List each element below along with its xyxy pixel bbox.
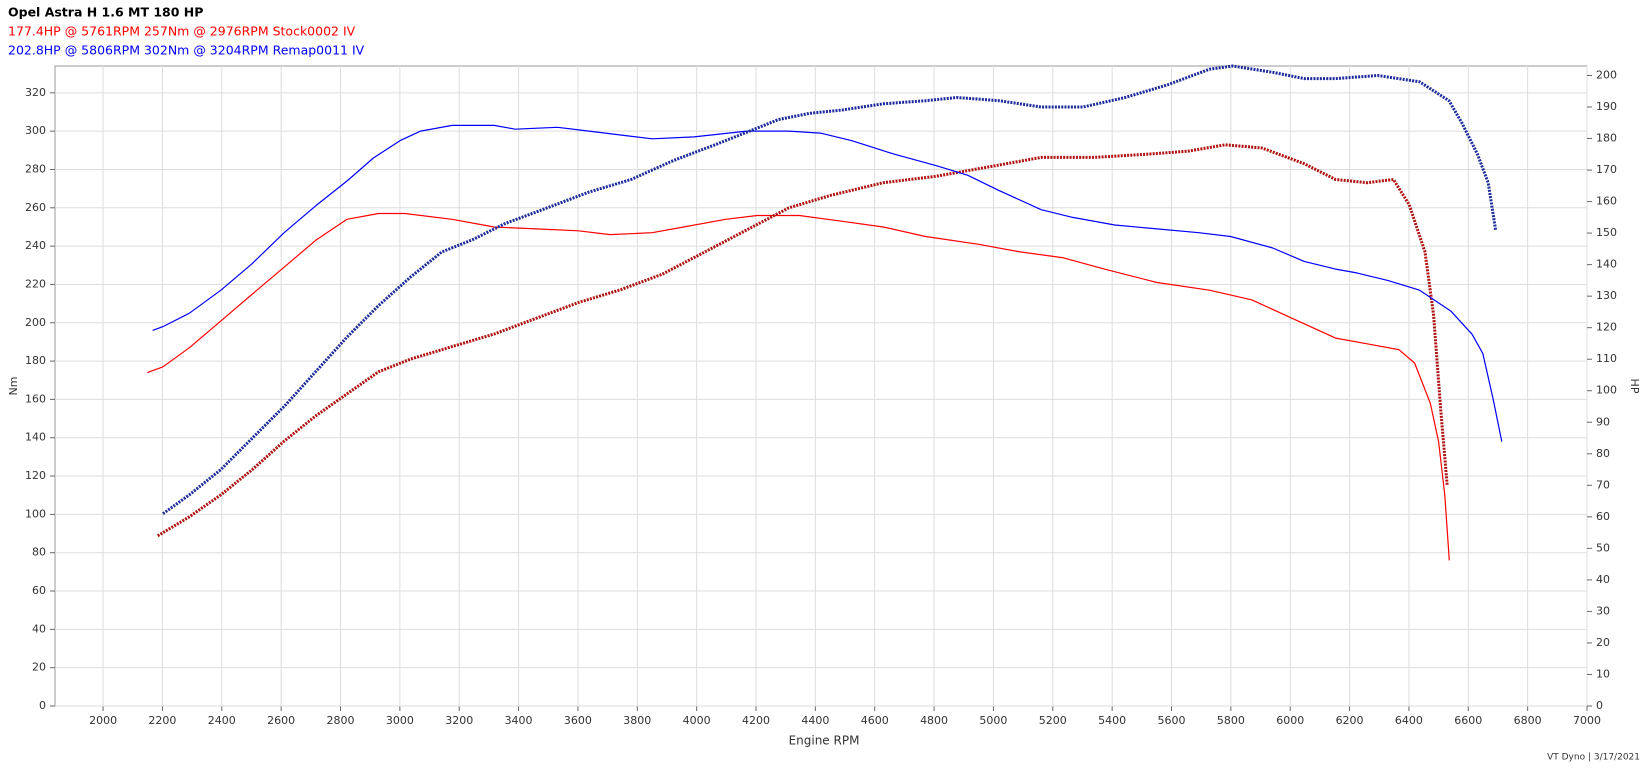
- y-tick-label: 100: [25, 507, 46, 520]
- y2-tick-label: 120: [1596, 321, 1617, 334]
- y2-tick-label: 100: [1596, 384, 1617, 397]
- y-tick-label: 20: [32, 661, 46, 674]
- x-tick-label: 6600: [1454, 714, 1482, 727]
- x-tick-label: 6000: [1276, 714, 1304, 727]
- y-tick-label: 80: [32, 546, 46, 559]
- power-curve: [162, 64, 1498, 515]
- subtitle: 202.8HP @ 5806RPM 302Nm @ 3204RPM Remap0…: [8, 43, 365, 58]
- x-tick-label: 5800: [1217, 714, 1245, 727]
- subtitle: 177.4HP @ 5761RPM 257Nm @ 2976RPM Stock0…: [8, 24, 356, 39]
- y-tick-label: 60: [32, 584, 46, 597]
- x-tick-label: 5400: [1098, 714, 1126, 727]
- y2-tick-label: 200: [1596, 68, 1617, 81]
- x-tick-label: 5600: [1158, 714, 1186, 727]
- y-tick-label: 260: [25, 201, 46, 214]
- x-tick-label: 2400: [208, 714, 236, 727]
- x-tick-label: 6400: [1395, 714, 1423, 727]
- y2-tick-label: 60: [1596, 510, 1610, 523]
- x-tick-label: 6200: [1336, 714, 1364, 727]
- x-tick-label: 2200: [148, 714, 176, 727]
- x-tick-label: 3000: [386, 714, 414, 727]
- y2-tick-label: 140: [1596, 258, 1617, 271]
- x-tick-label: 6800: [1514, 714, 1542, 727]
- y2-tick-label: 10: [1596, 667, 1610, 680]
- x-tick-label: 2800: [327, 714, 355, 727]
- x-tick-label: 4400: [801, 714, 829, 727]
- x-tick-label: 3200: [445, 714, 473, 727]
- y2-tick-label: 50: [1596, 541, 1610, 554]
- y-tick-label: 300: [25, 124, 46, 137]
- y2-tick-label: 110: [1596, 352, 1617, 365]
- y2-tick-label: 160: [1596, 195, 1617, 208]
- torque-curve: [152, 124, 1503, 442]
- y-tick-label: 280: [25, 162, 46, 175]
- y-tick-label: 40: [32, 622, 46, 635]
- x-tick-label: 7000: [1573, 714, 1601, 727]
- chart-title: Opel Astra H 1.6 MT 180 HP: [8, 5, 203, 20]
- y2-tick-label: 190: [1596, 100, 1617, 113]
- y-tick-label: 160: [25, 392, 46, 405]
- y-axis-label: Nm: [7, 377, 20, 396]
- y2-tick-label: 20: [1596, 636, 1610, 649]
- x-tick-label: 5000: [979, 714, 1007, 727]
- y2-axis-label: HP: [1628, 379, 1641, 394]
- x-tick-label: 4600: [861, 714, 889, 727]
- y-tick-label: 0: [39, 699, 46, 712]
- x-axis-label: Engine RPM: [789, 734, 860, 748]
- y2-tick-label: 150: [1596, 226, 1617, 239]
- y2-tick-label: 30: [1596, 604, 1610, 617]
- x-tick-label: 3600: [564, 714, 592, 727]
- y-tick-label: 120: [25, 469, 46, 482]
- y-tick-label: 140: [25, 431, 46, 444]
- y2-tick-label: 40: [1596, 573, 1610, 586]
- x-tick-label: 5200: [1039, 714, 1067, 727]
- x-tick-label: 3800: [623, 714, 651, 727]
- y-tick-label: 220: [25, 277, 46, 290]
- y-tick-label: 320: [25, 86, 46, 99]
- y2-tick-label: 80: [1596, 447, 1610, 460]
- x-tick-label: 2000: [89, 714, 117, 727]
- x-tick-label: 2600: [267, 714, 295, 727]
- y-tick-label: 180: [25, 354, 46, 367]
- footer: VT Dyno | 3/17/2021: [1547, 753, 1640, 763]
- y2-tick-label: 180: [1596, 132, 1617, 145]
- x-tick-label: 4000: [683, 714, 711, 727]
- x-tick-label: 4800: [920, 714, 948, 727]
- y2-tick-label: 170: [1596, 163, 1617, 176]
- torque-curve: [147, 212, 1450, 561]
- y-tick-label: 240: [25, 239, 46, 252]
- y2-tick-label: 90: [1596, 415, 1610, 428]
- plot-area: [54, 65, 1588, 707]
- x-tick-label: 4200: [742, 714, 770, 727]
- x-tick-label: 3400: [505, 714, 533, 727]
- y-tick-label: 200: [25, 316, 46, 329]
- y2-tick-label: 70: [1596, 478, 1610, 491]
- power-curve: [156, 143, 1449, 538]
- y2-tick-label: 0: [1596, 699, 1603, 712]
- y2-tick-label: 130: [1596, 289, 1617, 302]
